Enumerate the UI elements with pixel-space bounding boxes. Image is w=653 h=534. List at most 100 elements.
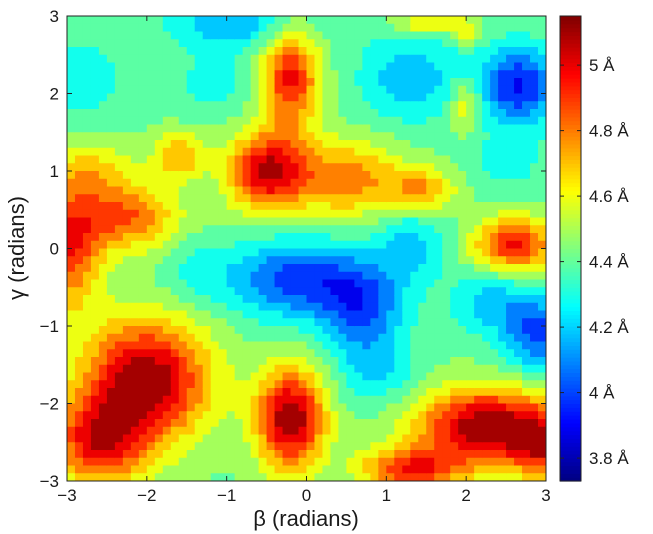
heatmap-cell: [82, 178, 92, 188]
heatmap-cell: [354, 326, 363, 335]
heatmap-cell: [138, 109, 148, 118]
heatmap-cell: [282, 426, 292, 436]
heatmap-cell: [298, 372, 308, 381]
heatmap-cell: [394, 132, 403, 141]
heatmap-cell: [458, 403, 467, 412]
heatmap-cell: [130, 302, 140, 312]
heatmap-cell: [482, 357, 491, 366]
heatmap-cell: [498, 357, 507, 366]
heatmap-cell: [530, 186, 539, 195]
heatmap-cell: [482, 295, 491, 304]
heatmap-cell: [466, 341, 475, 350]
heatmap-cell: [250, 256, 260, 265]
heatmap-cell: [338, 279, 348, 288]
y-tick-label: 0: [50, 240, 59, 259]
heatmap-cell: [298, 264, 308, 273]
heatmap-cell: [290, 388, 300, 397]
heatmap-cell: [210, 326, 220, 335]
heatmap-cell: [498, 93, 507, 102]
heatmap-cell: [82, 109, 92, 118]
heatmap-cell: [258, 147, 268, 157]
heatmap-cell: [450, 326, 459, 335]
heatmap-cell: [282, 62, 292, 71]
heatmap-cell: [274, 155, 284, 164]
heatmap-cell: [490, 217, 499, 226]
heatmap-cell: [266, 225, 276, 234]
heatmap-cell: [538, 147, 546, 157]
heatmap-cell: [210, 140, 220, 149]
heatmap-cell: [314, 473, 324, 481]
heatmap-cell: [298, 109, 308, 118]
heatmap-cell: [170, 233, 180, 242]
heatmap-cell: [394, 426, 403, 436]
heatmap-cell: [67, 457, 76, 467]
heatmap-cell: [402, 178, 411, 188]
heatmap-cell: [146, 302, 156, 312]
heatmap-cell: [274, 465, 284, 474]
colorbar-segment: [560, 147, 581, 153]
heatmap-cell: [250, 16, 260, 25]
heatmap-cell: [506, 39, 515, 48]
heatmap-cell: [370, 101, 379, 110]
heatmap-cell: [162, 271, 172, 281]
heatmap-cell: [250, 70, 260, 79]
heatmap-cell: [298, 364, 308, 374]
heatmap-cell: [538, 450, 546, 459]
heatmap-cell: [514, 233, 523, 242]
heatmap-cell: [386, 23, 395, 33]
heatmap-cell: [122, 442, 132, 451]
heatmap-cell: [154, 109, 164, 118]
heatmap-cell: [194, 310, 204, 319]
heatmap-cell: [226, 109, 236, 118]
heatmap-cell: [330, 434, 340, 443]
heatmap-cell: [370, 209, 379, 219]
heatmap-cell: [490, 155, 499, 164]
heatmap-cell: [67, 217, 76, 226]
heatmap-cell: [442, 442, 451, 451]
heatmap-cell: [162, 473, 172, 481]
heatmap-cell: [282, 465, 292, 474]
heatmap-cell: [250, 209, 260, 219]
heatmap-cell: [82, 302, 92, 312]
heatmap-cell: [354, 186, 363, 195]
heatmap-cell: [338, 147, 348, 157]
heatmap-cell: [370, 225, 379, 234]
heatmap-cell: [314, 54, 324, 64]
heatmap-cell: [178, 349, 188, 358]
heatmap-cell: [378, 116, 387, 126]
heatmap-cell: [162, 450, 172, 459]
heatmap-cell: [450, 434, 459, 443]
heatmap-cell: [530, 85, 539, 95]
heatmap-cell: [474, 434, 483, 443]
colorbar-segment: [560, 171, 581, 176]
heatmap-cell: [202, 372, 212, 381]
heatmap-cell: [67, 419, 76, 428]
heatmap-cell: [242, 302, 252, 312]
heatmap-cell: [466, 457, 475, 467]
heatmap-cell: [98, 442, 108, 451]
heatmap-cell: [530, 240, 539, 250]
heatmap-cell: [186, 116, 196, 126]
heatmap-cell: [522, 132, 531, 141]
heatmap-cell: [74, 318, 84, 327]
heatmap-cell: [282, 248, 292, 257]
heatmap-cell: [218, 457, 228, 467]
heatmap-cell: [466, 147, 475, 157]
heatmap-cell: [450, 287, 459, 296]
heatmap-cell: [482, 225, 491, 234]
heatmap-cell: [370, 395, 379, 405]
heatmap-cell: [466, 233, 475, 242]
heatmap-cell: [146, 419, 156, 428]
heatmap-cell: [226, 349, 236, 358]
heatmap-cell: [330, 302, 340, 312]
heatmap-cell: [114, 54, 124, 64]
heatmap-cell: [402, 287, 411, 296]
heatmap-cell: [522, 403, 531, 412]
heatmap-cell: [506, 364, 515, 374]
colorbar-segment: [560, 399, 581, 405]
heatmap-cell: [67, 171, 76, 180]
heatmap-cell: [162, 302, 172, 312]
heatmap-cell: [130, 403, 140, 412]
heatmap-cell: [242, 178, 252, 188]
heatmap-cell: [82, 39, 92, 48]
